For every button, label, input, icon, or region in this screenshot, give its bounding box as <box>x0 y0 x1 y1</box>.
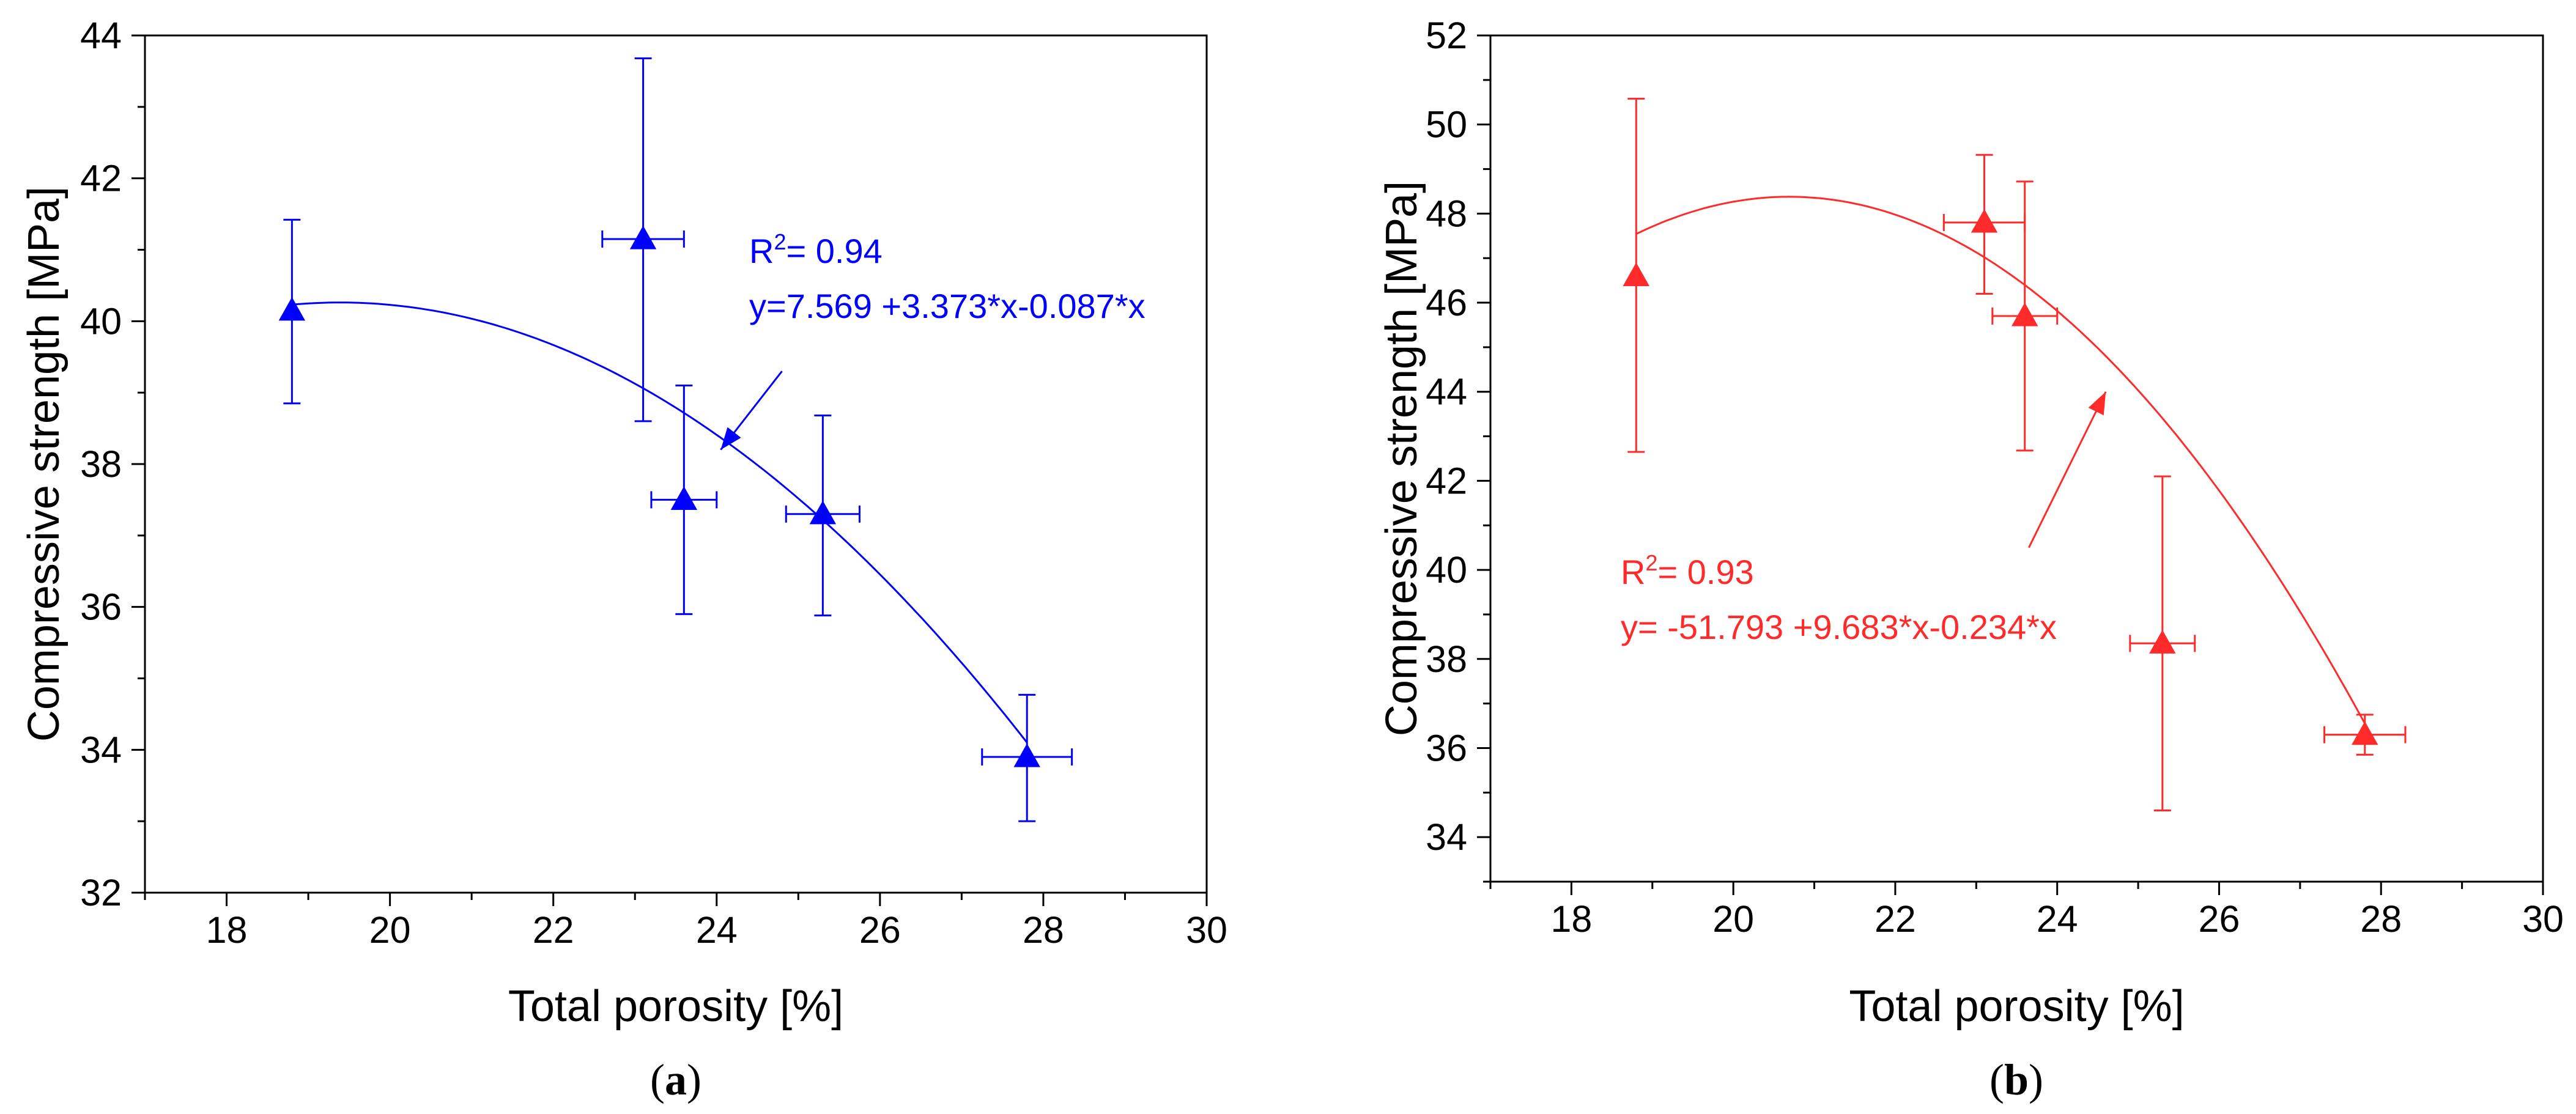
data-point-b <box>2012 302 2038 326</box>
y-tick-label-b: 42 <box>1426 460 1467 501</box>
x-tick-label-a: 18 <box>206 909 248 951</box>
r2-label-b: R <box>1621 553 1645 591</box>
annotation-arrowhead-b <box>2088 391 2106 416</box>
x-tick-label-b: 26 <box>2199 898 2240 940</box>
marks-a <box>278 57 1073 822</box>
y-tick-label-b: 48 <box>1426 193 1467 234</box>
annotation-arrow-b <box>2028 391 2107 548</box>
fit-curve-b <box>1635 196 2366 725</box>
r2-superscript-b: 2 <box>1645 550 1657 575</box>
x-tick-label-b: 20 <box>1712 898 1754 940</box>
annotation-arrowhead-a <box>720 427 741 450</box>
y-tick-label-b: 46 <box>1426 282 1467 323</box>
r2-annotation-b: R2= 0.93 <box>1621 550 1754 591</box>
y-tick-label-a: 38 <box>80 443 122 485</box>
y-tick-label-a: 40 <box>80 300 122 342</box>
x-tick-label-a: 28 <box>1023 909 1064 951</box>
chart-panel-a: 18 20 22 24 26 28 30 32 34 36 38 40 42 44 Total poro… <box>20 15 1227 1104</box>
plot-frame-a <box>144 34 1208 894</box>
y-tick-label-b: 40 <box>1426 549 1467 591</box>
y-axis-title-b: Compressive strength [MPa] <box>1377 181 1426 736</box>
y-tick-label-b: 44 <box>1426 371 1467 413</box>
y-tick-label-a: 44 <box>80 15 122 56</box>
y-tick-label-b: 38 <box>1426 638 1467 680</box>
x-tick-label-b: 28 <box>2360 898 2402 940</box>
y-tick-label-b: 50 <box>1426 104 1467 146</box>
data-point-b <box>1623 262 1650 286</box>
y-tick-label-b: 52 <box>1426 15 1467 56</box>
y-ticks-b: 34 36 38 40 42 44 46 48 50 52 <box>1426 15 1490 883</box>
r2-label-a: R <box>749 232 774 270</box>
y-tick-label-b: 34 <box>1426 816 1467 858</box>
x-tick-label-a: 30 <box>1186 909 1227 951</box>
x-tick-label-b: 30 <box>2522 898 2564 940</box>
x-tick-label-b: 18 <box>1550 898 1592 940</box>
data-point-a <box>809 500 837 525</box>
x-ticks-b: 18 20 22 24 26 28 30 <box>1489 882 2564 940</box>
marks-b <box>1623 97 2407 811</box>
data-point-a <box>629 225 657 249</box>
fit-curve-a <box>292 301 1028 743</box>
y-tick-label-a: 42 <box>80 158 122 199</box>
data-point-a <box>670 486 698 511</box>
fit-equation-b: y= -51.793 +9.683*x-0.234*x <box>1621 608 2057 646</box>
plot-frame-b <box>1489 34 2544 883</box>
x-tick-label-b: 22 <box>1875 898 1916 940</box>
x-tick-label-a: 24 <box>696 909 738 951</box>
x-tick-label-b: 24 <box>2037 898 2078 940</box>
r2-value-a: = 0.94 <box>786 232 882 270</box>
data-point-b <box>2149 630 2176 654</box>
y-tick-label-b: 36 <box>1426 727 1467 769</box>
data-point-b <box>2352 721 2378 745</box>
x-tick-label-a: 26 <box>859 909 901 951</box>
y-tick-label-a: 36 <box>80 586 122 628</box>
r2-annotation-a: R2= 0.94 <box>749 229 883 270</box>
chart-panel-b: 18 20 22 24 26 28 30 34 36 38 40 42 44 46 48 50 52 Tota… <box>1377 15 2564 1104</box>
x-axis-title-a: Total porosity [%] <box>508 982 843 1031</box>
y-ticks-a: 32 34 36 38 40 42 44 <box>80 15 145 913</box>
r2-superscript-a: 2 <box>774 229 786 254</box>
data-point-b <box>1971 208 1998 233</box>
x-tick-label-a: 22 <box>533 909 574 951</box>
y-tick-label-a: 32 <box>80 872 122 913</box>
panel-label-b: (b) <box>1989 1055 2043 1104</box>
y-axis-title-a: Compressive strength [MPa] <box>20 186 68 742</box>
r2-value-b: = 0.93 <box>1657 553 1753 591</box>
fit-equation-a: y=7.569 +3.373*x-0.087*x <box>749 287 1146 325</box>
data-point-a <box>1013 743 1040 767</box>
panel-label-a: (a) <box>650 1055 701 1104</box>
x-tick-label-a: 20 <box>369 909 411 951</box>
y-tick-label-a: 34 <box>80 729 122 770</box>
x-ticks-a: 18 20 22 24 26 28 30 <box>144 893 1227 951</box>
data-point-a <box>278 297 306 321</box>
x-axis-title-b: Total porosity [%] <box>1849 982 2184 1031</box>
